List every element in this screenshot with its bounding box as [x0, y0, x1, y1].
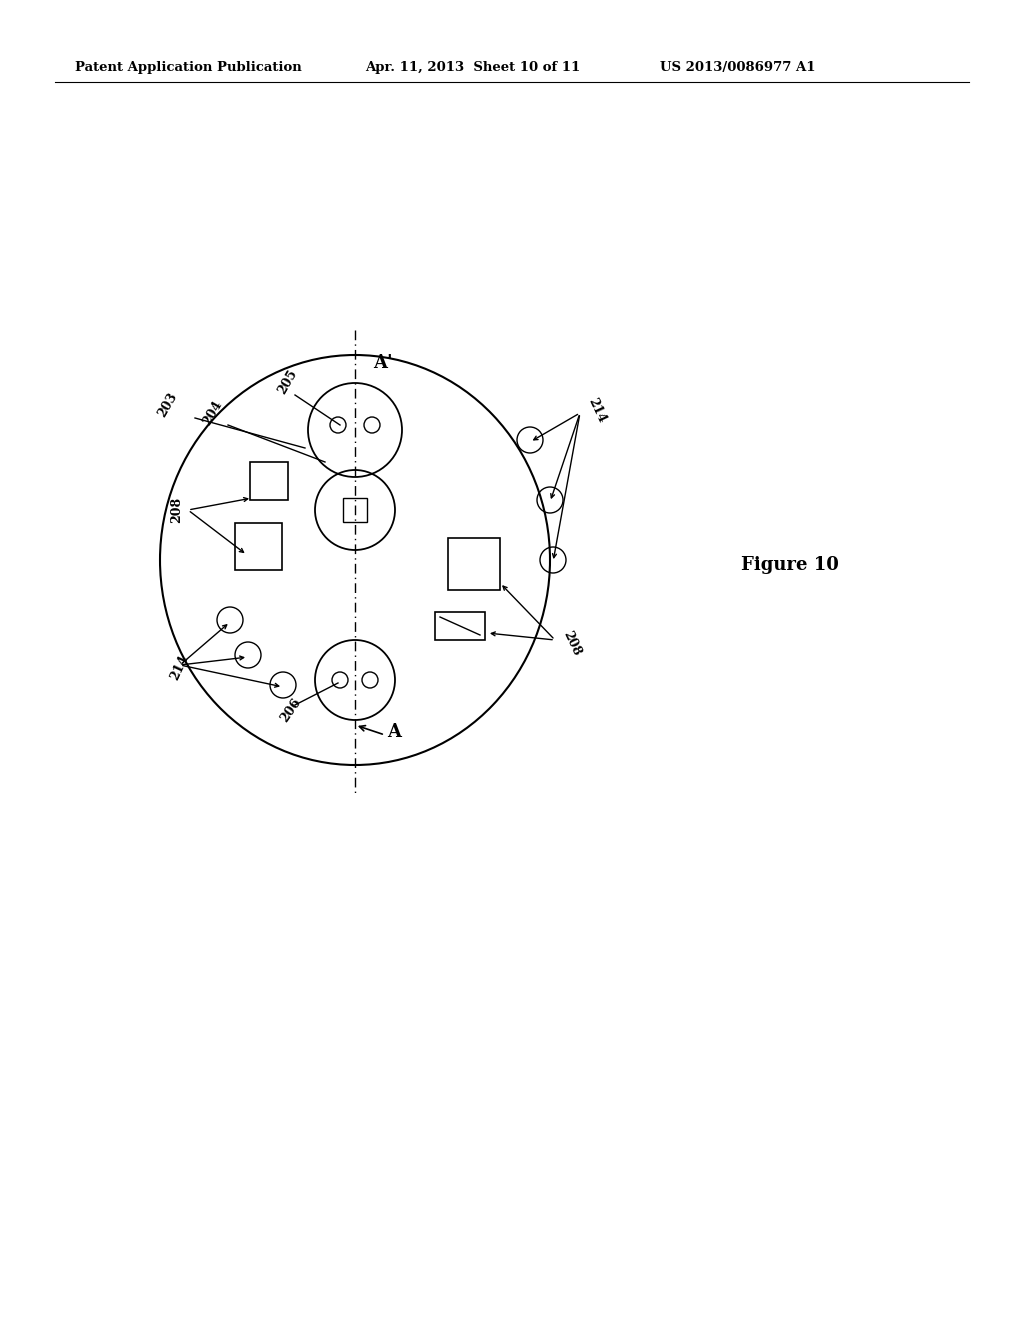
Text: 214: 214 [585, 396, 608, 425]
Text: Figure 10: Figure 10 [741, 556, 839, 574]
Text: A': A' [373, 354, 392, 372]
Text: Apr. 11, 2013  Sheet 10 of 11: Apr. 11, 2013 Sheet 10 of 11 [365, 62, 581, 74]
Bar [234, 523, 282, 570]
Bar [449, 539, 500, 590]
Text: US 2013/0086977 A1: US 2013/0086977 A1 [660, 62, 815, 74]
Text: 214: 214 [168, 653, 190, 682]
Text: 208: 208 [560, 628, 583, 657]
Bar [343, 498, 367, 521]
Bar [435, 612, 485, 640]
Text: A: A [387, 723, 401, 741]
Text: 203: 203 [155, 391, 179, 420]
Text: Patent Application Publication: Patent Application Publication [75, 62, 302, 74]
Text: 208: 208 [170, 496, 183, 523]
Text: 206: 206 [278, 696, 304, 725]
Text: 204: 204 [200, 399, 224, 428]
Text: 205: 205 [275, 367, 299, 396]
Bar [250, 462, 288, 500]
